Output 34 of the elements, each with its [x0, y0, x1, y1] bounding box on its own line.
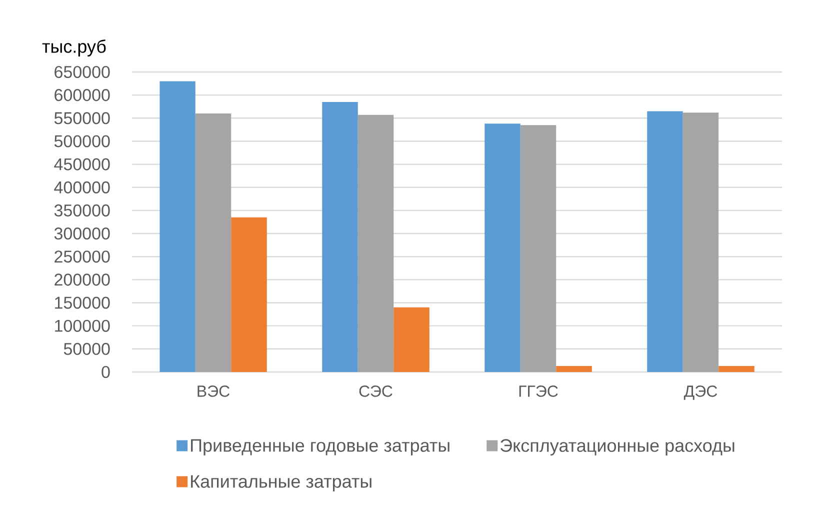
- y-tick-label: 150000: [55, 296, 110, 309]
- x-tick-label: СЭС: [359, 386, 392, 397]
- bar: [231, 217, 267, 372]
- y-tick-label: 0: [102, 366, 110, 378]
- x-tick-label: ВЭС: [198, 386, 230, 397]
- bar: [394, 307, 430, 372]
- y-tick-label: 50000: [64, 342, 110, 355]
- bar: [682, 112, 719, 372]
- y-tick-label: 500000: [54, 135, 110, 148]
- bar: [322, 102, 358, 372]
- y-tick-label: 250000: [54, 250, 110, 263]
- legend-label: Капитальные затраты: [191, 475, 372, 492]
- y-tick-label: 200000: [54, 274, 110, 286]
- y-tick-label: 600000: [54, 89, 110, 102]
- bar: [520, 125, 556, 372]
- bar: [195, 114, 232, 372]
- legend-label: Эксплуатационные расходы: [500, 439, 734, 456]
- x-tick-label: ГГЭС: [519, 386, 558, 397]
- y-tick-label: 350000: [54, 204, 110, 216]
- y-tick-label: 550000: [54, 112, 110, 124]
- bar: [160, 81, 196, 372]
- bar: [358, 114, 394, 372]
- y-tick-label: 300000: [54, 228, 110, 240]
- x-tick-label: ДЭС: [684, 386, 718, 400]
- y-axis-title: тыс.руб: [42, 40, 106, 56]
- y-tick-label: 100000: [55, 320, 110, 332]
- bar: [718, 366, 754, 372]
- y-tick-label: 650000: [54, 66, 110, 78]
- y-tick-label: 400000: [54, 181, 110, 194]
- bar: [484, 124, 520, 372]
- bar: [556, 366, 592, 372]
- legend-label: Приведенные годовые затраты: [191, 439, 450, 456]
- bar: [647, 111, 683, 372]
- y-tick-label: 450000: [54, 158, 110, 170]
